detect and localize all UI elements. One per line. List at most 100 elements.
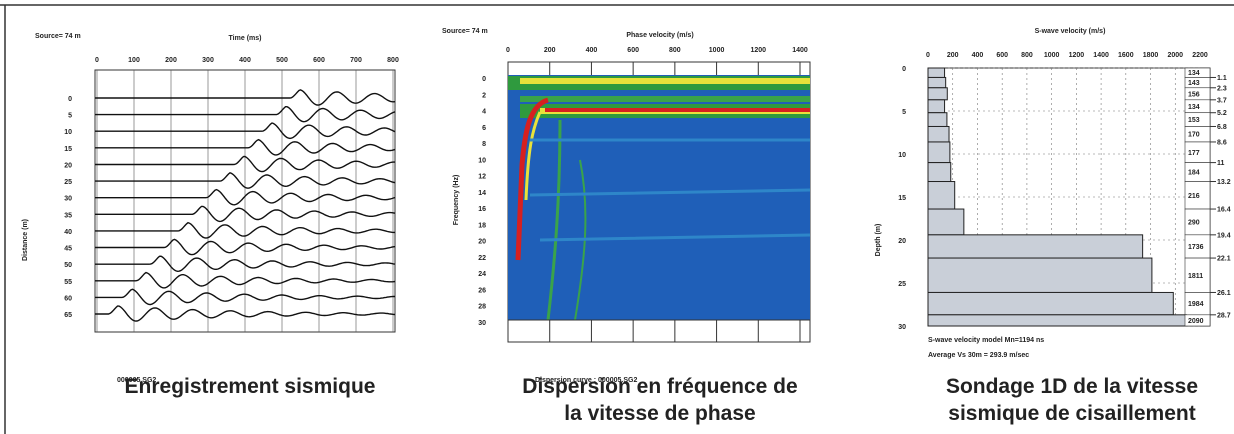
- x-tick-label: 700: [350, 57, 362, 64]
- x-tick-label: 2000: [1167, 52, 1183, 59]
- seismic-trace: [95, 288, 395, 306]
- y-tick-label: 15: [898, 195, 906, 202]
- caption: la vitesse de phase: [564, 402, 755, 425]
- caption: Sondage 1D de la vitesse: [946, 375, 1198, 398]
- seismic-trace: [95, 188, 396, 206]
- x-tick-label: 800: [1021, 52, 1033, 59]
- y-tick-label: 16: [478, 206, 486, 213]
- depth-label: 22.1: [1217, 256, 1231, 263]
- y-tick-label: 22: [478, 255, 486, 262]
- axis-title: Frequency (Hz): [453, 175, 460, 226]
- depth-label: 8.6: [1217, 139, 1227, 146]
- file-label: Dispersion curve : 000005.SG2: [535, 377, 637, 384]
- depth-label: 6.8: [1217, 124, 1227, 131]
- y-tick-label: 0: [482, 76, 486, 83]
- seismic-trace: [95, 171, 396, 189]
- depth-label: 5.2: [1217, 110, 1227, 117]
- seismic-trace: [95, 89, 396, 106]
- y-tick-label: 0: [68, 96, 72, 103]
- value-box: [1184, 208, 1211, 236]
- y-tick-label: 5: [68, 113, 72, 120]
- seismic-trace: [95, 138, 396, 156]
- dispersion-image: [507, 61, 811, 343]
- seismic-trace: [95, 271, 396, 289]
- layer-bar: [927, 125, 950, 143]
- y-tick-label: 45: [64, 246, 72, 253]
- y-tick-label: 10: [478, 157, 486, 164]
- x-tick-label: 600: [313, 57, 325, 64]
- depth-label: 3.7: [1217, 97, 1227, 104]
- y-tick-label: 35: [64, 212, 72, 219]
- velocity-label: 134: [1188, 104, 1200, 111]
- seismic-trace: [95, 106, 396, 123]
- depth-label: 1.1: [1217, 75, 1227, 82]
- velocity-label: 184: [1188, 170, 1200, 177]
- layer-bar: [927, 141, 951, 164]
- x-tick-label: 0: [506, 47, 510, 54]
- y-tick-label: 6: [482, 125, 486, 132]
- y-tick-label: 30: [64, 196, 72, 203]
- x-tick-label: 400: [586, 47, 598, 54]
- velocity-label: 216: [1188, 193, 1200, 200]
- caption: sismique de cisaillement: [948, 402, 1195, 425]
- velocity-label: 177: [1188, 150, 1200, 157]
- velocity-label: 290: [1188, 219, 1200, 226]
- x-tick-label: 1400: [1093, 52, 1109, 59]
- y-tick-label: 30: [478, 320, 486, 327]
- x-tick-label: 1600: [1118, 52, 1134, 59]
- y-tick-label: 18: [478, 222, 486, 229]
- layer-bar: [927, 112, 948, 127]
- caption: Dispersion en fréquence de: [522, 375, 797, 398]
- y-tick-label: 30: [898, 324, 906, 331]
- velocity-label: 1736: [1188, 244, 1204, 251]
- y-tick-label: 25: [64, 179, 72, 186]
- x-tick-label: 800: [669, 47, 681, 54]
- depth-label: 13.2: [1217, 179, 1231, 186]
- y-tick-label: 15: [64, 146, 72, 153]
- layer-bar: [927, 87, 948, 101]
- layer-bar: [927, 76, 947, 89]
- source-label: Source= 74 m: [35, 33, 81, 40]
- velocity-label: 153: [1188, 117, 1200, 124]
- x-tick-label: 800: [387, 57, 399, 64]
- y-tick-label: 50: [64, 262, 72, 269]
- x-tick-label: 1000: [709, 47, 725, 54]
- y-tick-label: 5: [902, 109, 906, 116]
- y-tick-label: 4: [482, 109, 486, 116]
- file-label: 000005.SG2: [117, 377, 156, 384]
- x-tick-label: 200: [165, 57, 177, 64]
- x-tick-label: 100: [128, 57, 140, 64]
- source-label: Source= 74 m: [442, 28, 488, 35]
- y-tick-label: 10: [64, 129, 72, 136]
- axis-title: Distance (m): [22, 219, 29, 261]
- y-tick-label: 8: [482, 141, 486, 148]
- layer-bar: [927, 314, 1187, 327]
- depth-label: 28.7: [1217, 312, 1231, 319]
- depth-label: 16.4: [1217, 207, 1231, 214]
- layer-bar: [927, 291, 1174, 316]
- velocity-label: 134: [1188, 70, 1200, 77]
- x-tick-label: 1400: [792, 47, 808, 54]
- note: Average Vs 30m = 293.9 m/sec: [928, 352, 1029, 359]
- y-tick-label: 20: [64, 162, 72, 169]
- seismic-trace: [95, 255, 396, 273]
- velocity-label: 2090: [1188, 318, 1204, 325]
- y-tick-label: 25: [898, 281, 906, 288]
- x-tick-label: 500: [276, 57, 288, 64]
- y-tick-label: 60: [64, 295, 72, 302]
- depth-label: 2.3: [1217, 85, 1227, 92]
- axis-title: S-wave velocity (m/s): [1035, 28, 1106, 35]
- x-tick-label: 600: [996, 52, 1008, 59]
- y-tick-label: 55: [64, 279, 72, 286]
- velocity-label: 1984: [1188, 301, 1204, 308]
- y-tick-label: 10: [898, 152, 906, 159]
- x-tick-label: 2200: [1192, 52, 1208, 59]
- y-tick-label: 28: [478, 304, 486, 311]
- value-box: [1184, 181, 1211, 210]
- layer-bar: [927, 257, 1153, 293]
- y-tick-label: 26: [478, 287, 486, 294]
- y-tick-label: 20: [478, 239, 486, 246]
- seismic-trace: [95, 305, 396, 322]
- x-tick-label: 200: [544, 47, 556, 54]
